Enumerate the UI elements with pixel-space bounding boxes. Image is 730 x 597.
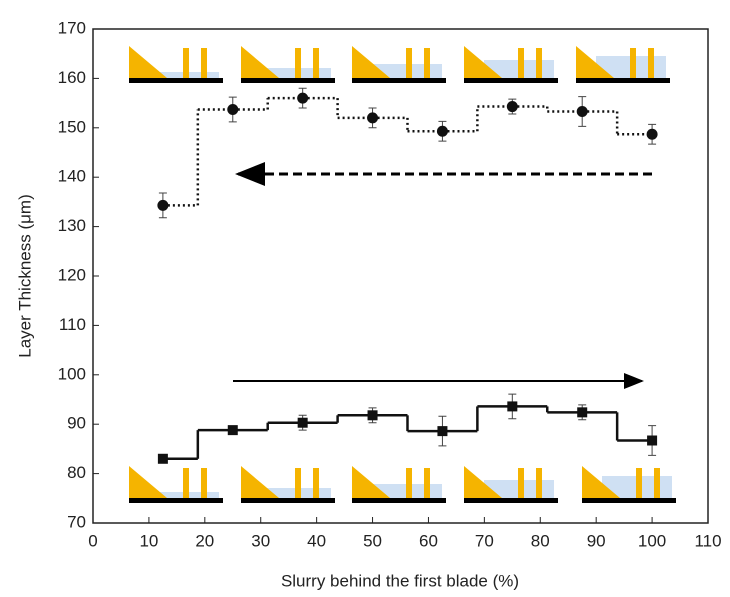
marker bbox=[576, 105, 588, 117]
marker bbox=[506, 101, 518, 113]
marker bbox=[577, 407, 588, 418]
blade bbox=[636, 468, 642, 498]
substrate bbox=[464, 78, 558, 83]
x-tick-label: 0 bbox=[88, 531, 97, 550]
substrate bbox=[241, 498, 335, 503]
x-tick-label: 100 bbox=[638, 531, 666, 550]
y-tick-label: 120 bbox=[58, 265, 86, 284]
schematic-icon bbox=[576, 46, 670, 83]
substrate bbox=[129, 498, 223, 503]
schematic-icon bbox=[129, 46, 223, 83]
blade bbox=[183, 48, 189, 78]
marker bbox=[367, 410, 378, 421]
y-tick-label: 100 bbox=[58, 364, 86, 383]
schematic-icon bbox=[464, 46, 558, 83]
y-tick-label: 140 bbox=[58, 167, 86, 186]
blade-wedge bbox=[129, 46, 167, 78]
plot-frame bbox=[92, 28, 709, 524]
schematic-icon bbox=[352, 46, 446, 83]
x-axis-title: Slurry behind the first blade (%) bbox=[281, 571, 519, 590]
blade bbox=[654, 468, 660, 498]
blade bbox=[313, 48, 319, 78]
marker bbox=[297, 92, 309, 104]
y-tick-label: 160 bbox=[58, 68, 86, 87]
x-tick-label: 70 bbox=[475, 531, 494, 550]
marker bbox=[157, 199, 169, 211]
schematic-icon bbox=[241, 466, 335, 503]
x-tick-label: 110 bbox=[694, 531, 721, 550]
blade bbox=[201, 48, 207, 78]
marker bbox=[436, 125, 448, 137]
blade bbox=[536, 48, 542, 78]
marker bbox=[437, 426, 448, 437]
x-tick-label: 20 bbox=[195, 531, 214, 550]
blade bbox=[518, 48, 524, 78]
y-tick-label: 170 bbox=[58, 18, 86, 37]
blade bbox=[406, 48, 412, 78]
y-axis-title: Layer Thickness (μm) bbox=[15, 194, 34, 357]
schematic-icon bbox=[352, 466, 446, 503]
x-tick-label: 40 bbox=[307, 531, 326, 550]
y-tick-label: 70 bbox=[67, 512, 86, 531]
schematic-icon bbox=[129, 466, 223, 503]
marker bbox=[227, 425, 238, 436]
blade-wedge bbox=[576, 46, 614, 78]
marker bbox=[367, 112, 379, 124]
blade-wedge bbox=[464, 466, 502, 498]
marker bbox=[647, 435, 658, 446]
x-tick-label: 50 bbox=[363, 531, 382, 550]
blade bbox=[648, 48, 654, 78]
substrate bbox=[576, 78, 670, 83]
schematics bbox=[129, 46, 676, 503]
x-tick-label: 80 bbox=[531, 531, 550, 550]
x-tick-label: 90 bbox=[587, 531, 606, 550]
y-tick-label: 150 bbox=[58, 117, 86, 136]
marker bbox=[297, 417, 308, 428]
marker bbox=[646, 128, 658, 140]
schematic-icon bbox=[582, 466, 676, 503]
substrate bbox=[241, 78, 335, 83]
blade bbox=[536, 468, 542, 498]
substrate bbox=[352, 78, 446, 83]
marker bbox=[157, 453, 168, 464]
schematic-icon bbox=[464, 466, 558, 503]
x-tick-label: 60 bbox=[419, 531, 438, 550]
substrate bbox=[129, 78, 223, 83]
blade bbox=[201, 468, 207, 498]
marker bbox=[227, 104, 239, 116]
schematic-icon bbox=[241, 46, 335, 83]
substrate bbox=[352, 498, 446, 503]
blade-wedge bbox=[352, 46, 390, 78]
blade bbox=[424, 468, 430, 498]
blade bbox=[424, 48, 430, 78]
blade bbox=[183, 468, 189, 498]
blade-wedge bbox=[464, 46, 502, 78]
blade-wedge bbox=[241, 46, 279, 78]
blade bbox=[518, 468, 524, 498]
blade-wedge bbox=[241, 466, 279, 498]
y-tick-label: 110 bbox=[59, 315, 86, 334]
blade bbox=[313, 468, 319, 498]
x-tick-label: 10 bbox=[139, 531, 158, 550]
y-tick-label: 130 bbox=[58, 216, 86, 235]
y-tick-label: 80 bbox=[67, 463, 86, 482]
x-tick-label: 30 bbox=[251, 531, 270, 550]
blade bbox=[295, 48, 301, 78]
substrate bbox=[582, 498, 676, 503]
substrate bbox=[464, 498, 558, 503]
marker bbox=[507, 401, 518, 412]
blade bbox=[295, 468, 301, 498]
blade-wedge bbox=[352, 466, 390, 498]
blade bbox=[406, 468, 412, 498]
blade-wedge bbox=[582, 466, 620, 498]
blade bbox=[630, 48, 636, 78]
blade-wedge bbox=[129, 466, 167, 498]
y-tick-label: 90 bbox=[67, 414, 86, 433]
